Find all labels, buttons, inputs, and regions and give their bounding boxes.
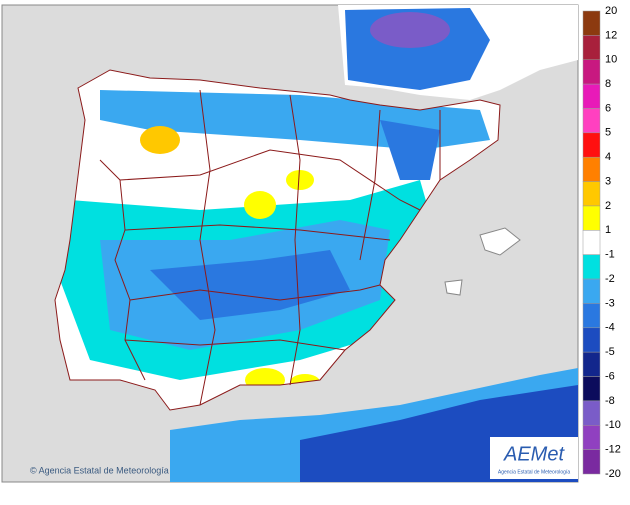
legend-swatch [582,108,601,134]
legend-label: 8 [605,78,611,90]
credit: © Agencia Estatal de Meteorología [30,465,169,475]
legend-label: 10 [605,54,617,66]
legend-swatch [582,351,601,377]
legend: 20 12 10 8 6 5 4 3 2 1 -1 -2 -3 -4 -5 -6 -8 -10 -12 -20 [582,5,621,480]
legend-swatch [582,449,601,475]
legend-label: 6 [605,102,611,114]
france-anomaly-core [370,12,450,48]
legend-swatch [582,35,601,60]
legend-label: 5 [605,127,611,139]
legend-label: -5 [605,346,615,358]
logo-subtitle: Agencia Estatal de Meteorología [498,469,570,475]
legend-swatch [582,303,601,329]
legend-label: -6 [605,370,615,382]
legend-swatch [582,205,601,231]
legend-swatch [582,327,601,353]
legend-swatch [582,132,601,158]
borders [54,69,501,411]
legend-swatch [582,278,601,304]
legend-label: -10 [605,419,621,431]
legend-label: -2 [605,273,615,285]
legend-label: -3 [605,297,615,309]
legend-label: 4 [605,151,611,163]
legend-label: -12 [605,444,621,456]
legend-label: 1 [605,224,611,236]
legend-swatch [582,83,601,109]
legend-swatch [582,254,601,280]
legend-swatch [582,156,601,182]
legend-swatch [582,10,601,36]
balearics [444,279,463,296]
legend-label: 2 [605,200,611,212]
legend-label: 12 [605,29,617,41]
legend-swatch [582,181,601,207]
legend-label: -1 [605,249,615,261]
legend-label: 20 [605,5,617,17]
legend-swatch [582,400,601,426]
legend-label: 3 [605,175,611,187]
legend-label: -20 [605,468,621,480]
legend-label: -4 [605,322,615,334]
balearics [479,227,521,256]
logo-box [490,437,578,479]
legend-label: -8 [605,395,615,407]
legend-swatch [582,59,601,85]
map [1,4,579,483]
legend-swatch [582,425,601,450]
logo-name: AEMet [503,443,565,465]
legend-swatch [582,230,601,255]
legend-swatch [582,376,601,402]
